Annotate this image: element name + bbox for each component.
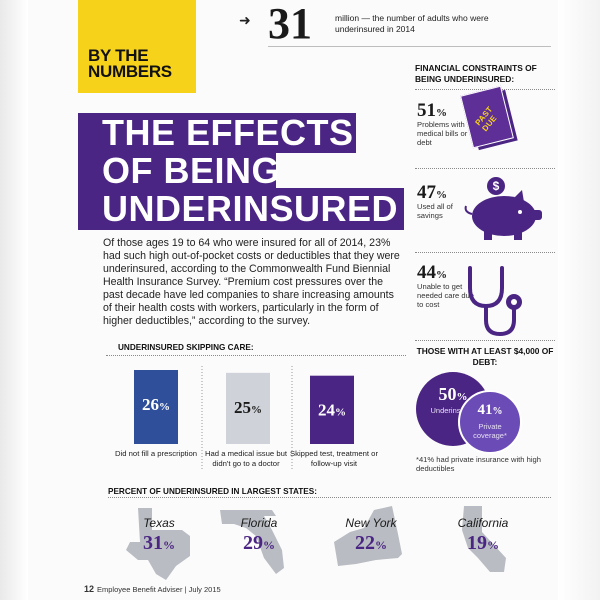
- stat-unit: %: [436, 269, 447, 281]
- debt-heading: THOSE WITH AT LEAST $4,000 OF DEBT:: [416, 346, 554, 367]
- stethoscope-icon: [468, 266, 522, 337]
- texas-map-icon: [126, 508, 190, 580]
- headline-band-1: [78, 113, 356, 153]
- bar-value-label: 26%: [142, 395, 170, 414]
- stat-unit: %: [263, 538, 275, 552]
- sidebar-divider: [415, 252, 555, 253]
- badge-line-1: BY THE: [88, 46, 149, 65]
- top-divider: [268, 46, 551, 47]
- skipping-care-bar-chart: 26% 25% 24%: [134, 366, 354, 470]
- by-the-numbers-badge: BY THE NUMBERS: [78, 0, 196, 93]
- chart-title: UNDERINSURED SKIPPING CARE:: [118, 343, 254, 352]
- bar-category-label: Did not fill a prescription: [114, 449, 198, 458]
- past-due-stamp: PAST DUE: [473, 104, 499, 134]
- state-name: California: [457, 516, 509, 530]
- page-number: 12: [84, 584, 95, 594]
- state-california: California 19%: [434, 502, 532, 584]
- state-name: Texas: [143, 516, 175, 530]
- private-coverage-circle: 41% Private coverage*: [458, 390, 522, 454]
- headline-line-2: OF BEING: [102, 150, 281, 191]
- past-due-bills-icon: PAST DUE: [460, 85, 518, 152]
- piggy-bank-icon: $: [464, 177, 542, 240]
- stat-number: 41: [477, 402, 493, 418]
- financial-stat-1-label: Problems with medical bills or debt: [417, 120, 468, 147]
- underinsured-debt-value: 50%: [416, 384, 490, 405]
- stat-number: 29: [243, 532, 263, 554]
- state-name: New York: [345, 516, 397, 530]
- stat-number: 19: [467, 532, 487, 554]
- state-value: 29%: [210, 532, 308, 555]
- stat-unit: %: [436, 107, 447, 119]
- headline-band-3: [78, 188, 404, 230]
- page-fold-shadow: [0, 0, 28, 600]
- state-texas: Texas 31%: [110, 502, 208, 584]
- florida-map-icon: [220, 510, 284, 574]
- top-stat-value: 31: [268, 0, 312, 48]
- page-footer: 12 Employee Benefit Adviser | July 2015: [84, 584, 221, 594]
- financial-stat-2-label: Used all of savings: [417, 202, 453, 220]
- state-new-york: New York 22%: [322, 502, 420, 584]
- state-value: 31%: [110, 532, 208, 555]
- badge-line-2: NUMBERS: [88, 62, 172, 81]
- headline-line-3: UNDERINSURED: [102, 188, 399, 229]
- bar: [310, 375, 354, 444]
- svg-text:$: $: [493, 179, 500, 193]
- state-name: Florida: [240, 516, 278, 530]
- states-divider: [108, 497, 551, 498]
- state-value: 22%: [322, 532, 420, 555]
- state-florida: Florida 29%: [210, 502, 308, 584]
- chart-divider: [106, 355, 406, 356]
- stat-unit: %: [492, 406, 503, 417]
- stat-number: 51: [417, 100, 436, 121]
- sidebar-divider: [415, 340, 555, 341]
- stat-number: 50: [438, 384, 457, 404]
- bar: [226, 372, 270, 444]
- private-coverage-value: 41%: [460, 402, 520, 419]
- stat-unit: %: [163, 538, 175, 552]
- new-york-map-icon: [334, 506, 402, 566]
- stat-number: 47: [417, 182, 436, 203]
- stat-unit: %: [487, 538, 499, 552]
- bar: [134, 370, 178, 444]
- financial-stat-3-label: Unable to get needed care due to cost: [417, 282, 475, 309]
- stat-number: 22: [355, 532, 375, 554]
- footer-text: Employee Benefit Adviser | July 2015: [97, 585, 221, 594]
- financial-stat-2-value: 47%: [417, 182, 447, 204]
- sidebar-divider: [415, 168, 555, 169]
- top-stat-description: million — the number of adults who were …: [335, 13, 489, 34]
- page-edge: [558, 0, 600, 600]
- debt-footnote: *41% had private insurance with high ded…: [416, 455, 541, 473]
- bar-value-label: 25%: [234, 398, 262, 417]
- headline-band-2: [78, 150, 276, 189]
- intro-paragraph: Of those ages 19 to 64 who were insured …: [103, 237, 400, 327]
- headline-line-1: THE EFFECTS: [102, 112, 354, 153]
- bar-category-label: Skipped test, treatment or follow-up vis…: [289, 449, 379, 468]
- financial-stat-3-value: 44%: [417, 262, 447, 284]
- stat-unit: %: [436, 189, 447, 201]
- bar-category-label: Had a medical issue but didn't go to a d…: [204, 449, 288, 468]
- california-map-icon: [462, 506, 506, 572]
- financial-stat-1-value: 51%: [417, 100, 447, 122]
- underinsured-debt-label: Underinsured: [430, 406, 476, 415]
- badge-text: BY THE NUMBERS: [88, 46, 172, 81]
- stat-unit: %: [456, 391, 468, 403]
- stat-unit: %: [375, 538, 387, 552]
- stat-number: 44: [417, 262, 436, 283]
- stat-number: 31: [143, 532, 163, 554]
- state-value: 19%: [434, 532, 532, 555]
- financial-heading: FINANCIAL CONSTRAINTS OF BEING UNDERINSU…: [415, 63, 537, 84]
- arrow-icon: ➜: [239, 12, 251, 28]
- private-coverage-label: Private coverage*: [473, 422, 507, 440]
- bar-value-label: 24%: [318, 401, 346, 420]
- states-heading: PERCENT OF UNDERINSURED IN LARGEST STATE…: [108, 487, 317, 496]
